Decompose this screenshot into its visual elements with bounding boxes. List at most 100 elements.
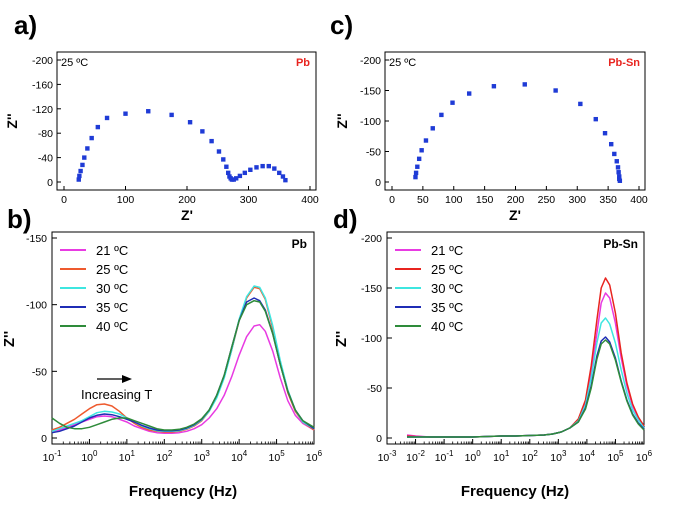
ticks-d: 10-3 10-2 10-1 100 101 102 103 104 105 106 -200 -15…	[361, 233, 653, 464]
data-point	[234, 176, 239, 181]
data-point	[231, 177, 236, 182]
panel-label-d: d)	[333, 204, 358, 234]
data-point	[413, 174, 418, 180]
x-tick-label: 104	[231, 449, 248, 464]
y-tick-label: -100	[26, 300, 47, 312]
data-point	[76, 177, 81, 182]
ticks-c: 0 50 100 150 200 250 300 350 400 -200 -150 -100 -50 0	[360, 55, 648, 206]
data-point	[413, 170, 419, 176]
x-tick-label: 400	[301, 194, 319, 206]
data-point	[522, 82, 527, 87]
data-point	[593, 116, 598, 122]
data-point	[617, 178, 623, 183]
panel-b: b) Pb 10-1 100 101 102 103 104 105 106 -150 -100 -…	[1, 204, 323, 500]
data-point	[280, 174, 286, 179]
y-tick-label: 0	[376, 433, 382, 445]
series-line	[51, 323, 315, 435]
increasing-t-annotation: Increasing T	[81, 375, 152, 402]
legend-label: 30 ºC	[431, 281, 463, 296]
legend-label: 35 ºC	[96, 300, 128, 315]
data-point	[209, 138, 214, 144]
data-point	[272, 166, 277, 171]
y-tick-label: -50	[367, 383, 382, 395]
y-tick-label: -50	[32, 366, 47, 378]
data-point	[242, 170, 248, 176]
x-tick-label: 100	[81, 449, 98, 464]
y-tick-label: 0	[41, 433, 47, 445]
data-point	[104, 115, 110, 121]
x-tick-label: 50	[417, 194, 429, 206]
ticks-b: 10-1 100 101 102 103 104 105 106 -150 -100 -50 0	[26, 233, 323, 464]
data-point	[612, 151, 617, 157]
x-tick-label: 10-1	[43, 449, 62, 464]
x-tick-label: 102	[156, 449, 173, 464]
y-axis-label-b: Z''	[1, 331, 18, 347]
series-line	[51, 297, 315, 434]
temperature-note-a: 25 ºC	[61, 57, 88, 69]
data-point	[617, 174, 622, 179]
legend-label: 25 ºC	[431, 262, 463, 277]
x-tick-label: 200	[178, 194, 196, 206]
x-tick-label: 10-1	[435, 449, 454, 464]
data-point	[248, 167, 253, 172]
data-point	[277, 170, 282, 176]
data-point	[146, 109, 151, 114]
x-tick-label: 106	[306, 449, 323, 464]
increasing-t-label: Increasing T	[81, 387, 152, 402]
y-tick-label: -200	[360, 55, 381, 67]
x-tick-label: 100	[117, 194, 135, 206]
data-point	[450, 100, 455, 105]
data-point	[419, 148, 424, 153]
x-tick-label: 105	[269, 449, 286, 464]
data-point	[415, 164, 420, 169]
data-point	[226, 170, 231, 176]
x-tick-label: 100	[445, 194, 463, 206]
x-tick-label: 101	[119, 449, 136, 464]
plot-frame-b	[51, 231, 315, 445]
y-axis-label-d: Z''	[333, 331, 350, 347]
x-tick-label: 350	[599, 194, 617, 206]
y-axis-label-a: Z''	[4, 113, 20, 128]
data-point	[187, 120, 193, 125]
data-point	[266, 163, 271, 169]
y-tick-label: -200	[32, 55, 53, 67]
x-tick-label: 100	[465, 449, 482, 464]
x-tick-label: 250	[538, 194, 556, 206]
x-tick-label: 0	[61, 194, 67, 206]
y-tick-label: -150	[360, 86, 381, 98]
y-tick-label: -100	[360, 116, 381, 128]
x-tick-label: 10-3	[378, 449, 397, 464]
data-point	[609, 141, 614, 147]
legend-label: 40 ºC	[96, 319, 128, 334]
x-tick-label: 300	[240, 194, 258, 206]
sample-label-a: Pb	[296, 57, 310, 69]
data-point	[602, 131, 608, 136]
panel-a: a) 25 ºC Pb 0 100 200 300 400 -200 -160 -120 -80…	[4, 10, 319, 223]
series-line	[51, 299, 315, 431]
panel-label-b: b)	[7, 204, 32, 234]
data-point	[224, 164, 229, 169]
x-tick-label: 10-2	[406, 449, 425, 464]
series-line	[407, 336, 645, 438]
sample-label-d: Pb-Sn	[603, 237, 638, 251]
data-point	[283, 177, 288, 183]
data-point	[82, 155, 87, 160]
data-point	[85, 146, 90, 151]
y-tick-label: -100	[361, 333, 382, 345]
legend-label: 25 ºC	[96, 262, 128, 277]
legend-label: 21 ºC	[96, 243, 128, 258]
y-tick-label: -160	[32, 79, 53, 91]
x-tick-label: 200	[507, 194, 525, 206]
data-point	[466, 91, 472, 96]
data-point	[439, 112, 444, 118]
x-tick-label: 0	[389, 194, 395, 206]
data-point	[416, 156, 422, 162]
y-tick-label: -150	[26, 233, 47, 245]
x-tick-label: 103	[550, 449, 567, 464]
marks-b	[51, 285, 315, 435]
panel-label-c: c)	[330, 10, 353, 40]
data-point	[615, 165, 621, 170]
data-point	[77, 173, 82, 179]
marks-c	[413, 82, 623, 183]
